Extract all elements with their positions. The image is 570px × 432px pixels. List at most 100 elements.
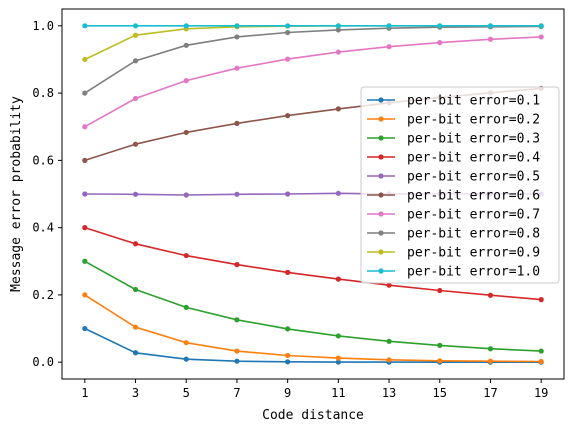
data-point [234, 191, 240, 197]
data-point [386, 282, 392, 288]
data-point [437, 342, 443, 348]
x-tick-label: 7 [233, 386, 240, 400]
x-tick-label: 11 [331, 386, 345, 400]
data-point [285, 269, 291, 275]
legend-box [360, 86, 560, 284]
data-point [234, 65, 240, 71]
x-tick-label: 17 [483, 386, 497, 400]
y-axis-ticks: 0.0 0.2 0.4 0.6 0.8 1.0 [32, 19, 62, 369]
data-point [234, 34, 240, 40]
data-point [285, 23, 291, 29]
data-point [335, 190, 341, 196]
data-point [82, 191, 88, 197]
legend-label: per-bit error=0.8 [407, 227, 540, 242]
series-line [84, 294, 542, 363]
legend-label: per-bit error=0.1 [407, 94, 540, 109]
data-point [335, 276, 341, 282]
data-point [183, 42, 189, 48]
data-point [538, 34, 544, 40]
data-point [82, 124, 88, 130]
x-tick-label: 5 [183, 386, 190, 400]
data-point [234, 348, 240, 354]
data-point [487, 292, 494, 298]
data-point [285, 29, 291, 36]
data-point [183, 304, 189, 310]
data-point [82, 292, 88, 298]
y-tick-label: 0.4 [32, 221, 54, 235]
x-axis-ticks: 1 3 5 7 9 11 13 15 17 19 [81, 379, 548, 400]
legend-label: per-bit error=0.4 [407, 151, 540, 166]
data-point [386, 23, 392, 29]
legend-swatch-marker [378, 173, 384, 179]
y-axis-label: Message error probability [9, 96, 24, 292]
data-point [538, 348, 544, 354]
data-point [285, 326, 291, 332]
data-point [132, 324, 139, 330]
data-point [437, 287, 443, 294]
data-point [132, 32, 139, 38]
legend-label: per-bit error=1.0 [407, 265, 540, 280]
data-point [82, 225, 88, 231]
data-point [82, 157, 88, 163]
data-point [386, 357, 392, 363]
data-point [82, 23, 88, 29]
series-lines [82, 23, 544, 365]
data-point [487, 36, 494, 42]
data-point [132, 23, 139, 29]
legend-swatch-marker [378, 211, 384, 217]
legend-label: per-bit error=0.2 [407, 113, 540, 128]
data-point [132, 95, 139, 102]
data-point [183, 129, 189, 136]
data-point [538, 23, 544, 29]
legend-swatch-marker [378, 135, 384, 141]
data-point [234, 358, 240, 364]
data-point [132, 191, 139, 197]
series-line [84, 260, 542, 352]
legend-swatch-marker [378, 97, 384, 103]
data-point [82, 258, 88, 264]
data-point [132, 286, 139, 293]
data-point [538, 297, 544, 303]
data-point [437, 40, 443, 46]
data-point [335, 49, 341, 55]
data-point [183, 252, 189, 259]
data-point [437, 23, 443, 29]
data-point [335, 106, 341, 112]
data-point [487, 346, 494, 352]
data-point [183, 340, 189, 346]
data-point [335, 27, 341, 33]
data-point [335, 355, 341, 361]
data-point [183, 356, 189, 362]
x-tick-label: 9 [284, 386, 291, 400]
series-line [84, 36, 542, 128]
data-point [82, 90, 88, 96]
legend: per-bit error=0.1 per-bit error=0.2 per-bi… [360, 86, 560, 284]
x-tick-label: 13 [382, 386, 396, 400]
data-point [335, 333, 341, 339]
data-point [487, 358, 494, 364]
data-point [386, 44, 392, 50]
data-point [234, 120, 240, 126]
data-point [335, 359, 341, 365]
legend-swatch-marker [378, 268, 384, 274]
y-tick-label: 0.8 [32, 86, 54, 100]
x-tick-label: 19 [534, 386, 548, 400]
series-line [84, 327, 542, 364]
data-point [234, 317, 240, 323]
data-point [183, 192, 189, 198]
data-point [386, 338, 392, 344]
legend-swatch-marker [378, 154, 384, 160]
data-point [132, 141, 139, 147]
data-point [132, 58, 139, 64]
legend-label: per-bit error=0.6 [407, 189, 540, 204]
x-tick-label: 3 [132, 386, 139, 400]
legend-swatch-marker [378, 249, 384, 255]
y-tick-label: 0.6 [32, 153, 54, 167]
data-point [285, 56, 291, 62]
data-point [82, 325, 88, 332]
data-point [132, 241, 139, 247]
data-point [132, 350, 139, 356]
x-axis-label: Code distance [262, 408, 364, 423]
data-point [234, 23, 240, 29]
